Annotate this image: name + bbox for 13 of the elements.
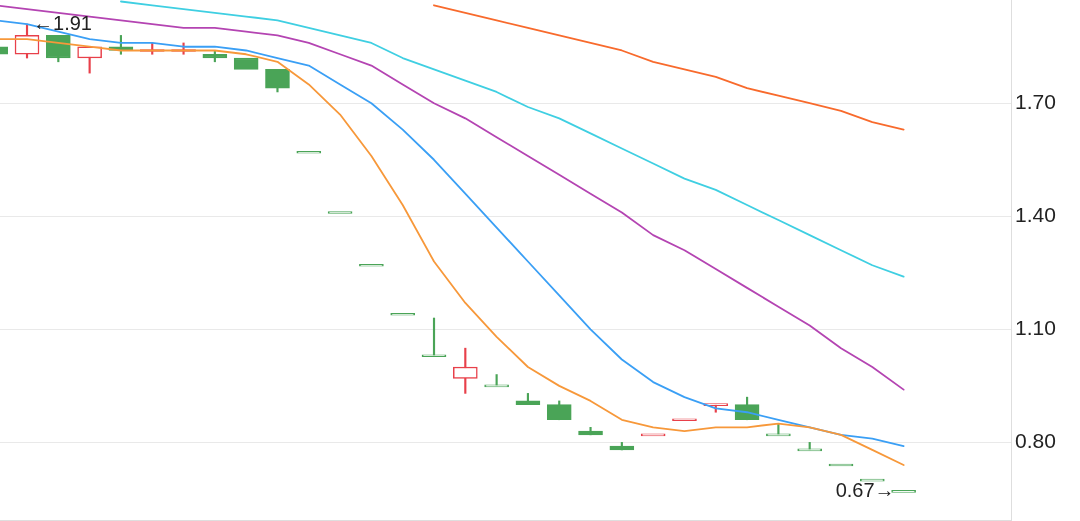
y-tick-label: 0.80 [1015,429,1056,453]
candlestick [672,418,697,422]
annotation: 0.67→ [835,478,895,501]
candlestick [233,57,259,70]
y-tick-label: 1.40 [1015,203,1056,227]
candlestick [296,150,322,154]
candlestick [327,211,353,214]
y-tick-label: 1.70 [1015,90,1056,114]
candlestick [891,490,916,493]
y-tick-label: 1.10 [1015,316,1056,340]
candlestick [359,263,384,267]
annotation: ←1.91 [33,11,92,34]
candlestick [390,312,416,316]
